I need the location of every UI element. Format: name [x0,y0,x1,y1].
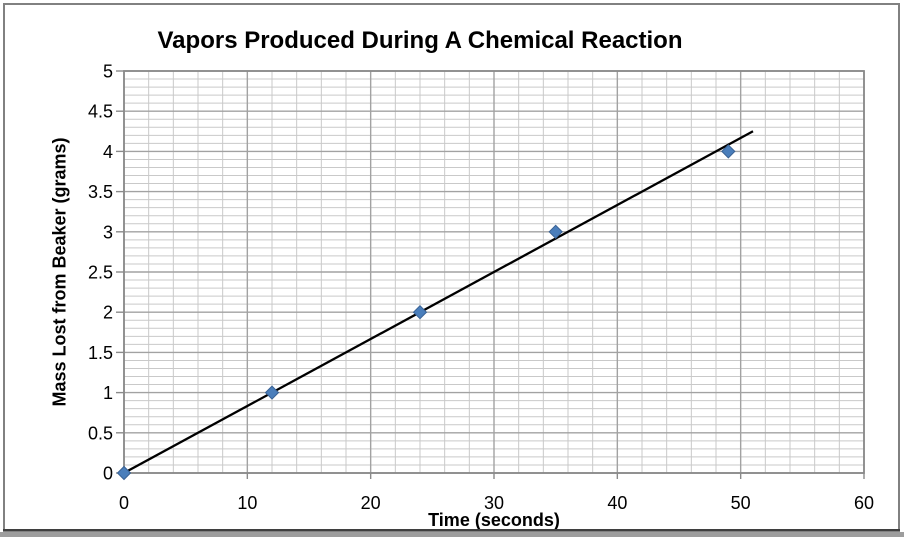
window-bottom-edge [3,529,900,531]
y-tick-label: 5 [103,62,113,82]
x-axis-title: Time (seconds) [428,510,560,530]
chart-title: Vapors Produced During A Chemical Reacti… [157,27,683,54]
y-tick-label: 0 [103,464,113,484]
y-tick-label: 1 [103,383,113,403]
window-bottom-shadow [0,532,904,537]
data-point-diamond [548,224,563,240]
x-tick-label: 60 [854,493,874,513]
y-tick-label: 4.5 [88,102,113,122]
x-tick-label: 0 [119,493,129,513]
y-tick-label: 3.5 [88,182,113,202]
y-tick-label: 2.5 [88,263,113,283]
x-tick-label: 40 [607,493,627,513]
data-point-diamond [264,385,280,400]
x-tick-label: 50 [731,493,751,513]
data-point-diamond [412,304,428,320]
trendline [123,130,754,475]
y-tick-label: 0.5 [88,423,113,443]
window-border [3,3,900,532]
y-axis-title: Mass Lost from Beaker (grams) [49,137,70,407]
y-tick-label: 2 [103,303,113,323]
y-tick-label: 4 [103,142,113,162]
y-tick-label: 1.5 [88,343,113,363]
x-tick-label: 30 [484,493,504,513]
data-point-diamond [721,144,736,159]
x-tick-label: 10 [237,493,257,513]
x-tick-label: 20 [361,493,381,513]
y-tick-label: 3 [103,222,113,242]
data-point-diamond [116,465,132,481]
